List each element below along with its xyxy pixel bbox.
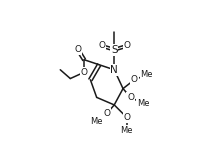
Text: O: O — [103, 109, 110, 118]
Text: Me: Me — [141, 70, 153, 79]
Text: N: N — [110, 65, 118, 75]
Text: Me: Me — [90, 117, 103, 126]
Text: O: O — [123, 41, 130, 50]
Text: O: O — [98, 41, 105, 50]
Text: O: O — [81, 68, 88, 77]
Text: Me: Me — [137, 99, 149, 108]
Text: O: O — [131, 75, 138, 84]
Text: O: O — [74, 45, 81, 54]
Text: O: O — [127, 93, 134, 102]
Text: Me: Me — [121, 126, 133, 134]
Text: S: S — [111, 45, 118, 55]
Text: O: O — [123, 113, 130, 122]
